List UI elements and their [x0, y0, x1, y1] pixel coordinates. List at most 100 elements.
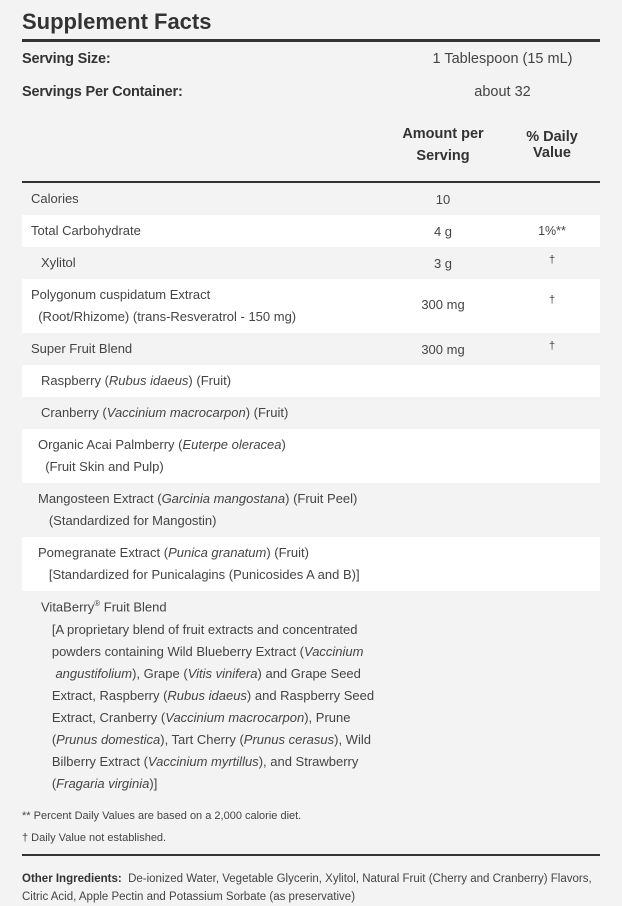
facts-table: Calories 10 Total Carbohydrate 4 g 1%** Xylit… — [22, 183, 600, 797]
text-segment: ® — [94, 599, 101, 609]
amount-per-serving: 4 g — [433, 223, 453, 239]
nutrient-line: Mangosteen Extract (Garcinia mangostana)… — [38, 488, 398, 510]
scientific-name: Vaccinium — [304, 643, 364, 659]
nutrient-line: Super Fruit Blend — [31, 338, 398, 360]
daily-value: † — [548, 294, 556, 306]
nutrient-name: Cranberry (Vaccinium macrocarpon) (Fruit… — [22, 402, 398, 424]
text-segment: Polygonum cuspidatum Extract — [31, 287, 211, 302]
text-segment: ( — [41, 731, 57, 747]
nutrient-line: Pomegranate Extract (Punica granatum) (F… — [38, 542, 398, 564]
table-row: Total Carbohydrate 4 g 1%** — [22, 215, 600, 247]
daily-value: † — [548, 254, 556, 266]
daily-value: † — [548, 340, 556, 352]
nutrient-line: (Prunus domestica), Tart Cherry (Prunus … — [41, 729, 398, 751]
text-segment: Super Fruit Blend — [31, 341, 133, 356]
serving-size-value: 1 Tablespoon (15 mL) — [432, 50, 573, 67]
table-row: Cranberry (Vaccinium macrocarpon) (Fruit… — [22, 397, 600, 429]
divider — [22, 181, 600, 183]
text-segment: Bilberry Extract ( — [41, 753, 148, 769]
text-segment: Mangosteen Extract ( — [38, 491, 162, 506]
text-segment: [Standardized for Punicalagins (Punicosi… — [38, 567, 360, 582]
scientific-name: Vaccinium macrocarpon — [165, 709, 305, 725]
text-segment: (Root/Rhizome) (trans-Resveratrol - 150 … — [31, 309, 297, 324]
nutrient-line: Bilberry Extract (Vaccinium myrtillus), … — [41, 751, 398, 773]
nutrient-name: Organic Acai Palmberry (Euterpe oleracea… — [22, 434, 398, 478]
amount-per-serving: 300 mg — [421, 296, 465, 312]
nutrient-line: (Root/Rhizome) (trans-Resveratrol - 150 … — [31, 306, 398, 328]
page-title: Supplement Facts — [22, 9, 212, 34]
nutrient-line: Calories — [31, 188, 398, 210]
text-segment: ) — [281, 437, 286, 452]
text-segment: Cranberry ( — [41, 405, 107, 420]
text-segment: ) and Grape Seed — [257, 665, 361, 681]
scientific-name: Prunus domestica — [56, 731, 161, 747]
scientific-name: Rubus idaeus — [108, 373, 189, 388]
scientific-name: Punica granatum — [168, 545, 267, 560]
table-row: VitaBerry® Fruit Blend [A proprietary bl… — [22, 591, 600, 797]
text-segment: Xylitol — [41, 255, 76, 270]
text-segment: Extract, Raspberry ( — [41, 687, 168, 703]
nutrient-line: Polygonum cuspidatum Extract — [31, 284, 398, 306]
nutrient-line: (Fragaria virginia)] — [41, 773, 398, 795]
scientific-name: Vaccinium myrtillus — [147, 753, 259, 769]
text-segment: powders containing Wild Blueberry Extrac… — [41, 643, 304, 659]
nutrient-line: Total Carbohydrate — [31, 220, 398, 242]
scientific-name: Prunus cerasus — [243, 731, 335, 747]
text-segment: VitaBerry — [41, 599, 95, 615]
table-header: Amount per Serving % Daily Value — [22, 108, 600, 181]
table-row: Xylitol 3 g † — [22, 247, 600, 279]
text-segment: ) (Fruit) — [266, 545, 309, 560]
text-segment: Pomegranate Extract ( — [38, 545, 169, 560]
nutrient-line: Raspberry (Rubus idaeus) (Fruit) — [41, 370, 398, 392]
text-segment: Organic Acai Palmberry ( — [38, 437, 183, 452]
other-ingredients: Other Ingredients: De-ionized Water, Veg… — [22, 856, 600, 906]
scientific-name: Fragaria virginia — [56, 775, 150, 791]
text-segment: )] — [149, 775, 158, 791]
table-row: Calories 10 — [22, 183, 600, 215]
nutrient-name: Pomegranate Extract (Punica granatum) (F… — [22, 542, 398, 586]
footnotes: ** Percent Daily Values are based on a 2… — [22, 797, 600, 849]
text-segment: ) (Fruit) — [245, 405, 289, 420]
table-row: Polygonum cuspidatum Extract (Root/Rhizo… — [22, 279, 600, 333]
amount-per-serving: 3 g — [433, 255, 453, 271]
servings-per-container-row: Servings Per Container: about 32 — [22, 75, 600, 108]
table-row: Organic Acai Palmberry (Euterpe oleracea… — [22, 429, 600, 483]
servings-per-container-value: about 32 — [474, 83, 531, 100]
divider — [22, 39, 600, 42]
footnote: ** Percent Daily Values are based on a 2… — [22, 810, 302, 822]
amount-header: Amount per Serving — [398, 123, 488, 167]
nutrient-line: (Fruit Skin and Pulp) — [38, 456, 398, 478]
nutrient-line: Extract, Cranberry (Vaccinium macrocarpo… — [41, 707, 398, 729]
table-row: Mangosteen Extract (Garcinia mangostana)… — [22, 483, 600, 537]
text-segment: (Standardized for Mangostin) — [38, 513, 217, 528]
nutrient-line: Xylitol — [41, 252, 398, 274]
serving-size-label: Serving Size: — [22, 50, 111, 67]
scientific-name: Vaccinium macrocarpon — [106, 405, 246, 420]
text-segment: ) (Fruit Peel) — [285, 491, 358, 506]
text-segment: ) and Raspberry Seed — [246, 687, 375, 703]
text-segment: ), and Strawberry — [258, 753, 359, 769]
text-segment: ), Wild — [334, 731, 371, 747]
nutrient-name: Polygonum cuspidatum Extract (Root/Rhizo… — [22, 284, 398, 328]
nutrient-line: (Standardized for Mangostin) — [38, 510, 398, 532]
nutrient-name: Calories — [22, 188, 398, 210]
serving-size-row: Serving Size: 1 Tablespoon (15 mL) — [22, 42, 600, 75]
nutrient-name: Xylitol — [22, 252, 398, 274]
text-segment: ( — [41, 775, 57, 791]
nutrient-name: Total Carbohydrate — [22, 220, 398, 242]
text-segment — [41, 666, 55, 681]
other-ingredients-label: Other Ingredients: — [22, 873, 122, 885]
scientific-name: Rubus idaeus — [167, 687, 247, 703]
nutrient-line: [Standardized for Punicalagins (Punicosi… — [38, 564, 398, 586]
scientific-name: Garcinia mangostana — [161, 491, 286, 506]
table-row: Raspberry (Rubus idaeus) (Fruit) — [22, 365, 600, 397]
nutrient-name: VitaBerry® Fruit Blend [A proprietary bl… — [22, 593, 398, 794]
nutrient-line: angustifolium), Grape (Vitis vinifera) a… — [41, 663, 398, 685]
nutrient-name: Mangosteen Extract (Garcinia mangostana)… — [22, 488, 398, 532]
servings-per-container-label: Servings Per Container: — [22, 83, 183, 100]
table-row: Pomegranate Extract (Punica granatum) (F… — [22, 537, 600, 591]
daily-value: 1%** — [538, 224, 566, 238]
nutrient-name: Super Fruit Blend — [22, 338, 398, 360]
footnote: † Daily Value not established. — [22, 832, 167, 844]
amount-header-line1: Amount per — [402, 125, 484, 142]
